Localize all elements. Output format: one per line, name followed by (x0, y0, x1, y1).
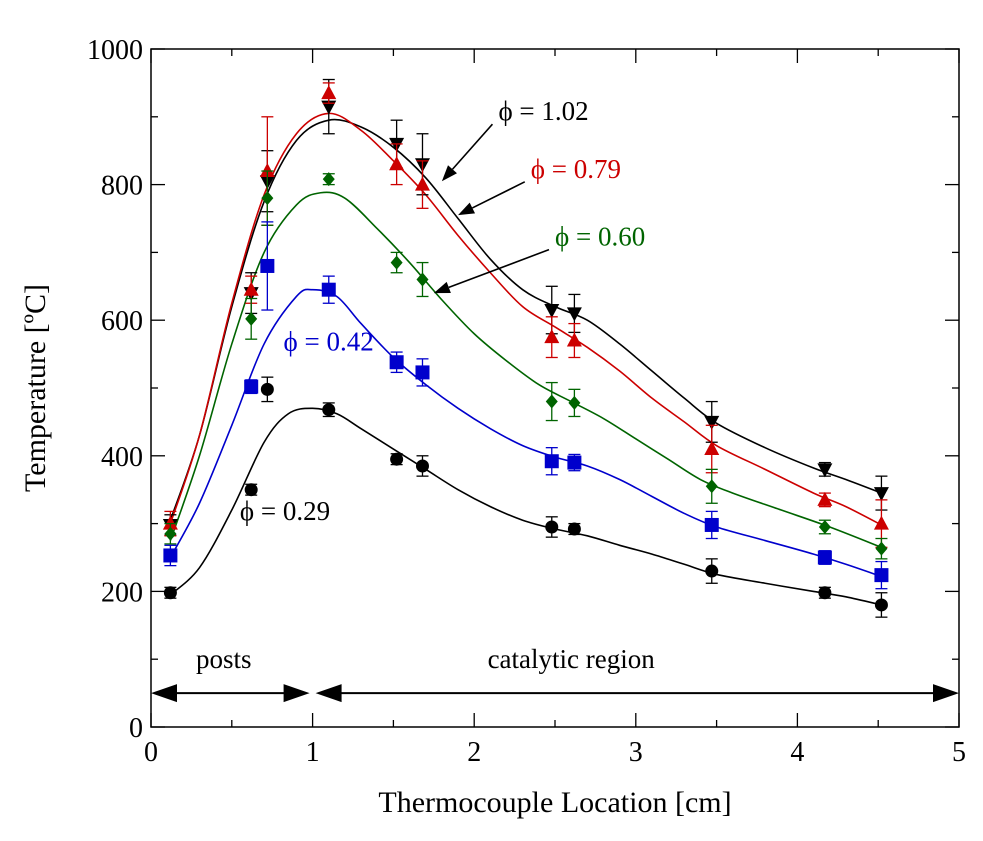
data-point (260, 258, 275, 273)
y-tick-label: 200 (101, 577, 143, 608)
data-point (163, 586, 177, 600)
data-point (321, 100, 337, 115)
series-label: ϕ = 0.79 (531, 154, 621, 184)
data-point (874, 568, 889, 583)
region-arrows: posts catalytic region (151, 644, 959, 703)
x-tick-label: 1 (306, 737, 320, 768)
pointer-arrow (448, 248, 550, 289)
data-point (389, 156, 405, 171)
data-point (873, 487, 889, 502)
series-labels: ϕ = 1.02 ϕ = 0.79 ϕ = 0.60 ϕ = 0.42 ϕ = 0.29 (240, 96, 645, 526)
region-label: posts (196, 644, 252, 674)
data-point (818, 586, 832, 600)
data-point (321, 282, 336, 297)
y-axis-title: Temperature [ºC] (19, 284, 52, 492)
data-point (566, 307, 582, 322)
data-point (414, 176, 430, 191)
data-point (817, 550, 832, 565)
series-label: ϕ = 1.02 (498, 96, 588, 126)
x-tick-label: 5 (952, 737, 966, 768)
y-tick-label: 0 (129, 713, 143, 744)
x-tick-label: 2 (467, 737, 481, 768)
data-point (164, 526, 177, 541)
data-point (389, 355, 404, 370)
data-point (704, 441, 720, 456)
fit-curve (169, 407, 882, 606)
arrowhead (315, 684, 342, 703)
data-points (162, 78, 889, 618)
data-point (544, 329, 560, 344)
data-point (163, 548, 178, 563)
data-point (545, 520, 559, 534)
pointer-arrow (451, 123, 494, 170)
series-label: ϕ = 0.60 (555, 222, 645, 252)
series-label: ϕ = 0.29 (240, 496, 330, 526)
data-point (704, 415, 720, 430)
fit-curve (169, 112, 882, 526)
data-point (704, 517, 719, 532)
pointer-arrowhead (458, 202, 476, 216)
data-point (567, 455, 582, 470)
data-point (568, 395, 581, 410)
data-point (415, 365, 430, 380)
pointer-arrowhead (433, 281, 451, 294)
x-tick-label: 3 (629, 737, 643, 768)
axis-ticks: 0 1 2 3 4 5 0 200 400 600 800 1000 (87, 35, 966, 768)
data-point (415, 459, 429, 473)
fit-curve (169, 288, 882, 578)
data-point (416, 272, 429, 287)
data-point (544, 304, 560, 319)
data-point (321, 85, 337, 100)
data-point (567, 522, 581, 536)
y-tick-label: 400 (101, 442, 143, 473)
data-point (390, 255, 403, 270)
x-tick-label: 4 (790, 737, 804, 768)
data-point (260, 382, 274, 396)
arrowhead (283, 684, 310, 703)
data-point (818, 519, 831, 534)
data-point (566, 332, 582, 347)
fit-curve (169, 191, 882, 549)
x-tick-label: 0 (144, 737, 158, 768)
data-point (817, 491, 833, 506)
pointer-arrowhead (441, 165, 457, 182)
fit-curve (169, 118, 882, 521)
data-point (817, 463, 833, 478)
data-point (162, 515, 178, 530)
data-point (875, 541, 888, 556)
pointer-arrow (471, 181, 526, 209)
data-point (243, 281, 259, 296)
data-point (544, 454, 559, 469)
data-point (322, 403, 336, 417)
data-point (545, 394, 558, 409)
fit-curves (169, 112, 882, 606)
x-axis-title: Thermocouple Location [cm] (378, 786, 731, 819)
y-tick-label: 800 (101, 171, 143, 202)
arrowhead (151, 684, 177, 703)
y-tick-label: 600 (101, 306, 143, 337)
data-point (259, 163, 275, 178)
arrowhead (933, 684, 959, 703)
y-tick-label: 1000 (87, 35, 143, 66)
series-label: ϕ = 0.42 (284, 327, 374, 357)
region-label: catalytic region (488, 644, 656, 674)
data-point (390, 452, 404, 466)
data-point (244, 379, 259, 394)
data-point (705, 564, 719, 578)
data-point (873, 515, 889, 530)
data-point (244, 483, 258, 497)
data-point (261, 191, 274, 206)
data-point (245, 311, 258, 326)
data-point (705, 479, 718, 494)
data-point (874, 598, 888, 612)
data-point (322, 172, 335, 187)
